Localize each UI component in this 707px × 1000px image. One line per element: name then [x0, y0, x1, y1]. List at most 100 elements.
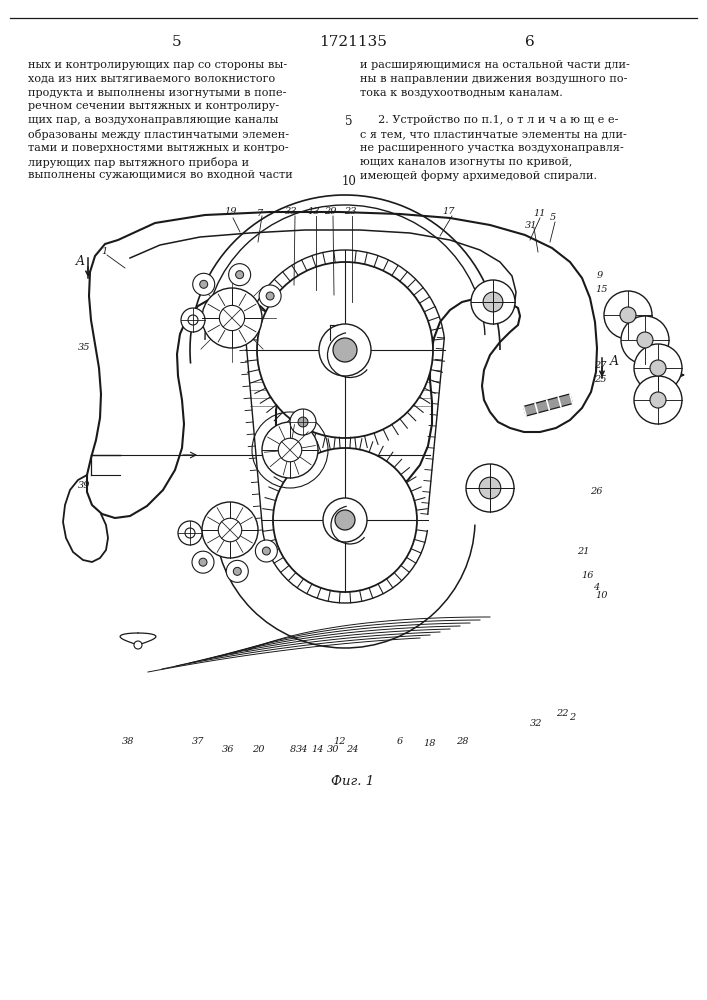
Circle shape [262, 547, 270, 555]
Text: 20: 20 [252, 746, 264, 754]
Text: 10: 10 [341, 175, 356, 188]
Text: 10: 10 [596, 591, 608, 600]
Text: 21: 21 [577, 548, 589, 556]
Text: продукта и выполнены изогнутыми в попе-: продукта и выполнены изогнутыми в попе- [28, 88, 286, 98]
Circle shape [323, 498, 367, 542]
Text: хода из них вытягиваемого волокнистого: хода из них вытягиваемого волокнистого [28, 74, 275, 84]
Text: 28: 28 [456, 738, 468, 746]
Text: 14: 14 [312, 746, 325, 754]
Text: 6: 6 [397, 738, 403, 746]
Text: выполнены сужающимися во входной части: выполнены сужающимися во входной части [28, 170, 293, 180]
Text: 34: 34 [296, 746, 308, 754]
Circle shape [634, 376, 682, 424]
Circle shape [185, 528, 195, 538]
Text: 33: 33 [285, 208, 297, 217]
Text: 6: 6 [525, 35, 535, 49]
Circle shape [335, 510, 355, 530]
Text: тока к воздухоотводным каналам.: тока к воздухоотводным каналам. [360, 88, 563, 98]
Circle shape [298, 417, 308, 427]
Circle shape [262, 422, 318, 478]
Text: 29: 29 [324, 208, 337, 217]
Circle shape [235, 271, 244, 279]
Circle shape [466, 464, 514, 512]
Text: 1: 1 [101, 247, 107, 256]
Text: 5: 5 [173, 35, 182, 49]
Text: 2: 2 [569, 714, 575, 722]
Text: 11: 11 [534, 210, 547, 219]
Circle shape [604, 291, 652, 339]
Text: и расширяющимися на остальной части дли-: и расширяющимися на остальной части дли- [360, 60, 630, 70]
Circle shape [290, 409, 316, 435]
Text: ных и контролирующих пар со стороны вы-: ных и контролирующих пар со стороны вы- [28, 60, 287, 70]
Text: имеющей форму архимедовой спирали.: имеющей форму архимедовой спирали. [360, 170, 597, 181]
Text: 38: 38 [122, 738, 134, 746]
Text: 4: 4 [593, 584, 599, 592]
Text: 23: 23 [344, 208, 356, 217]
Circle shape [650, 392, 666, 408]
Text: 1721135: 1721135 [319, 35, 387, 49]
Text: 19: 19 [225, 208, 238, 217]
Circle shape [471, 280, 515, 324]
Circle shape [228, 264, 251, 286]
Circle shape [202, 288, 262, 348]
Text: 31: 31 [525, 221, 537, 230]
Text: 26: 26 [590, 488, 602, 496]
Text: A: A [610, 355, 619, 368]
Text: лирующих пар вытяжного прибора и: лирующих пар вытяжного прибора и [28, 157, 249, 168]
Circle shape [192, 551, 214, 573]
Circle shape [479, 477, 501, 499]
Text: 9: 9 [597, 271, 603, 280]
Text: 39: 39 [78, 482, 90, 490]
Text: 24: 24 [346, 746, 358, 754]
Circle shape [202, 502, 258, 558]
Text: 27: 27 [594, 360, 606, 369]
Circle shape [266, 292, 274, 300]
Text: 7: 7 [257, 209, 263, 218]
Circle shape [333, 338, 357, 362]
Circle shape [483, 292, 503, 312]
Circle shape [219, 305, 245, 331]
Circle shape [188, 315, 198, 325]
Polygon shape [523, 394, 573, 416]
Circle shape [178, 521, 202, 545]
Circle shape [218, 518, 242, 542]
Circle shape [233, 567, 241, 575]
Circle shape [257, 262, 433, 438]
Circle shape [193, 273, 215, 295]
Text: 8: 8 [290, 746, 296, 754]
Circle shape [650, 360, 666, 376]
Text: 30: 30 [327, 746, 339, 754]
Text: 17: 17 [443, 208, 455, 217]
Circle shape [181, 308, 205, 332]
Text: 32: 32 [530, 720, 542, 728]
Circle shape [259, 285, 281, 307]
Circle shape [273, 448, 417, 592]
Text: с я тем, что пластинчатые элементы на дли-: с я тем, что пластинчатые элементы на дл… [360, 129, 626, 139]
Circle shape [199, 280, 208, 288]
Circle shape [199, 558, 207, 566]
Circle shape [134, 641, 142, 649]
Text: 2. Устройство по п.1, о т л и ч а ю щ е е-: 2. Устройство по п.1, о т л и ч а ю щ е … [360, 115, 619, 125]
Circle shape [319, 324, 371, 376]
Text: 25: 25 [594, 375, 606, 384]
Text: не расширенного участка воздухонаправля-: не расширенного участка воздухонаправля- [360, 143, 624, 153]
Circle shape [255, 540, 277, 562]
Circle shape [620, 307, 636, 323]
Text: 22: 22 [556, 710, 568, 718]
Text: 35: 35 [78, 344, 90, 353]
Circle shape [621, 316, 669, 364]
Text: 18: 18 [423, 740, 436, 748]
Text: 16: 16 [582, 572, 595, 580]
Text: 5: 5 [345, 115, 353, 128]
Text: 15: 15 [596, 284, 608, 294]
Text: 5: 5 [550, 214, 556, 223]
Text: ны в направлении движения воздушного по-: ны в направлении движения воздушного по- [360, 74, 627, 84]
Circle shape [634, 344, 682, 392]
Circle shape [279, 438, 302, 462]
Text: A: A [76, 255, 85, 268]
Text: 12: 12 [334, 738, 346, 746]
Text: тами и поверхностями вытяжных и контро-: тами и поверхностями вытяжных и контро- [28, 143, 288, 153]
Text: 13: 13 [308, 208, 320, 217]
Text: Фиг. 1: Фиг. 1 [332, 775, 375, 788]
Text: щих пар, а воздухонаправляющие каналы: щих пар, а воздухонаправляющие каналы [28, 115, 279, 125]
